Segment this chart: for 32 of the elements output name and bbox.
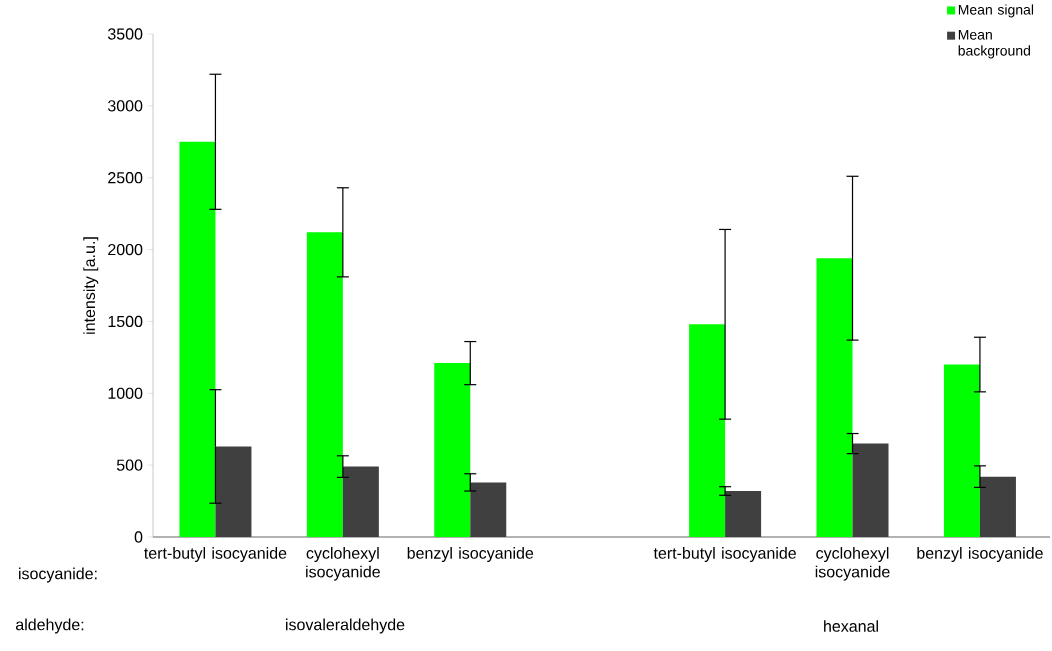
x-tick-label: tert-butyl isocyanide xyxy=(653,547,796,562)
y-tick-label: 3000 xyxy=(107,100,143,112)
bar xyxy=(306,232,343,537)
bar xyxy=(470,482,507,537)
bar xyxy=(852,443,889,537)
text: hexanal xyxy=(824,620,878,632)
bar xyxy=(434,363,471,537)
x-tick-label: benzyl isocyanide xyxy=(917,547,1043,562)
bar xyxy=(943,364,980,537)
bar xyxy=(179,141,216,537)
bar xyxy=(342,466,379,537)
y-tick-label: 0 xyxy=(134,531,143,543)
text: isovaleraldehyde xyxy=(286,618,405,634)
bar xyxy=(689,324,726,537)
text: isocyanide: xyxy=(19,567,97,583)
y-tick-label: 3500 xyxy=(107,28,143,40)
bar xyxy=(816,258,853,537)
legend-label: Mean signal xyxy=(958,4,1034,18)
y-tick-label: 1500 xyxy=(108,315,143,328)
y-tick-label: 500 xyxy=(116,459,143,471)
y-tick-label: 1000 xyxy=(108,387,143,399)
bar xyxy=(725,491,762,537)
legend-label: Mean background xyxy=(958,29,1030,59)
x-tick-label: cyclohexyl isocyanide xyxy=(306,547,380,581)
x-tick-label: benzyl isocyanide xyxy=(407,547,534,562)
x-tick-label: cyclohexyl isocyanide xyxy=(815,547,890,581)
x-tick-label: tert-butyl isocyanide xyxy=(144,547,287,562)
text: aldehyde: xyxy=(15,618,84,634)
y-axis-title: intensity [a.u.] xyxy=(83,237,99,334)
y-tick-label: 2500 xyxy=(108,172,143,184)
bar xyxy=(979,476,1016,537)
y-tick-label: 2000 xyxy=(108,243,143,256)
